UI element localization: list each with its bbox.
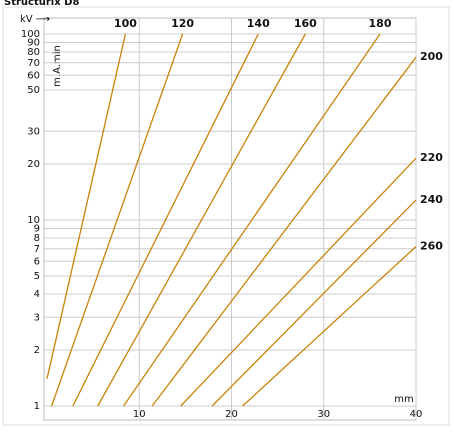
data-line [72, 33, 259, 407]
data-line [151, 56, 417, 407]
data-line [50, 33, 184, 407]
y-tick-label: 20 [27, 159, 40, 170]
x-axis-label: mm [394, 394, 413, 405]
line-label: 240 [420, 193, 443, 206]
y-tick-label: 50 [27, 85, 40, 96]
line-label: 100 [114, 17, 137, 30]
y-tick-label: 30 [27, 126, 40, 137]
y-tick-label: 10 [27, 215, 40, 226]
plot-frame [43, 17, 417, 421]
y-tick-label: 3 [34, 312, 40, 323]
data-line [97, 33, 306, 407]
y-tick-label: 4 [34, 289, 40, 300]
x-tick-label: 20 [225, 409, 238, 420]
y-tick-label: 9 [34, 224, 40, 235]
y-axis-label: m.A.min [52, 45, 63, 87]
y-tick-label: 5 [34, 271, 40, 282]
data-line [123, 33, 381, 407]
y-tick-label: 70 [27, 58, 40, 69]
line-label: 180 [369, 17, 392, 30]
line-label: 220 [420, 151, 443, 164]
data-line [180, 157, 417, 407]
data-line [211, 199, 417, 407]
x-tick-label: 40 [410, 409, 423, 420]
y-tick-label: 60 [27, 70, 40, 81]
y-tick-label: 8 [34, 233, 40, 244]
x-tick-label: 10 [133, 409, 146, 420]
line-label: 140 [247, 17, 270, 30]
line-label: 160 [294, 17, 317, 30]
y-tick-label: 2 [34, 345, 40, 356]
y-tick-label: 90 [27, 38, 40, 49]
line-label: 200 [420, 50, 443, 63]
x-tick-label: 30 [317, 409, 330, 420]
line-label: 260 [420, 240, 443, 253]
y-tick-label: 100 [21, 29, 40, 40]
chart-title: Structurix D8 [4, 0, 79, 8]
y-tick-label: 80 [27, 47, 40, 58]
y-tick-label: 6 [34, 256, 40, 267]
data-line [46, 33, 127, 379]
frame [2, 6, 450, 426]
data-line [242, 246, 417, 407]
line-label: 120 [171, 17, 194, 30]
y-tick-label: 1 [34, 401, 40, 412]
series-label: kV ⟶ [20, 14, 50, 25]
y-tick-label: 7 [34, 244, 40, 255]
